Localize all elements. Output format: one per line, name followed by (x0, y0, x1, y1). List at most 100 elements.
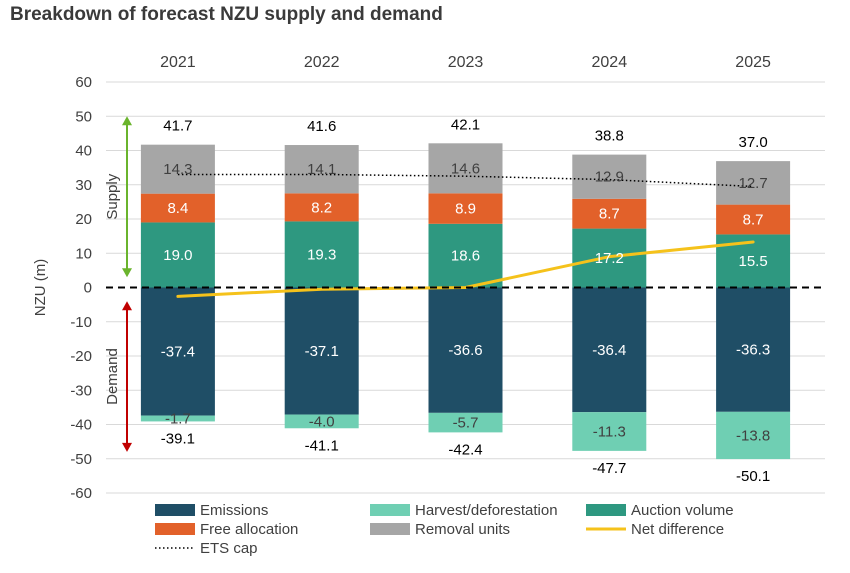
data-label-harvest: -13.8 (736, 427, 770, 444)
data-label-emissions: -36.3 (736, 342, 770, 359)
chart-title: Breakdown of forecast NZU supply and dem… (10, 4, 443, 25)
bar-free (572, 198, 647, 229)
bar-auction (284, 221, 359, 288)
y-tick-label: -50 (70, 451, 92, 468)
data-label-removal: 14.3 (163, 161, 192, 178)
y-tick-label: -30 (70, 382, 92, 399)
bar-harvest (140, 415, 215, 422)
legend-label-net: Net difference (631, 521, 724, 538)
legend: Emissions Harvest/deforestation Auction vo… (155, 502, 734, 557)
legend-swatch-free (155, 523, 195, 535)
y-tick-label: 10 (75, 245, 92, 262)
bar-emissions (140, 287, 215, 416)
supply-total-label: 37.0 (738, 134, 767, 151)
bar-removal (428, 143, 503, 194)
data-label-removal: 12.9 (595, 169, 624, 186)
demand-arrow-head-down (122, 442, 132, 452)
data-label-harvest: -11.3 (593, 424, 626, 441)
axes: 60 50 40 30 20 10 0 -10 -20 -30 -40 -50 -60 2021 2022 2… (32, 54, 825, 502)
y-axis-title: NZU (m) (32, 259, 49, 316)
data-label-auction: 18.6 (451, 248, 480, 265)
supply-arrow-head-down (122, 268, 132, 278)
bars (140, 143, 791, 460)
bar-removal (284, 145, 359, 194)
demand-label: Demand (104, 348, 121, 405)
bar-emissions (716, 287, 791, 412)
data-label-removal: 14.1 (307, 161, 336, 178)
bar-free (428, 193, 503, 224)
demand-total-label: -50.1 (736, 468, 770, 485)
supply-total-label: 38.8 (595, 128, 624, 145)
legend-label-harvest: Harvest/deforestation (415, 502, 558, 519)
bar-harvest (572, 412, 647, 451)
legend-label-emissions: Emissions (200, 502, 268, 519)
bar-free (284, 193, 359, 222)
supply-label: Supply (104, 173, 121, 219)
bar-emissions (428, 287, 503, 413)
bar-removal (572, 154, 647, 199)
data-label-auction: 19.3 (307, 246, 336, 263)
supply-total-label: 42.1 (451, 116, 480, 133)
legend-label-cap: ETS cap (200, 540, 258, 557)
bar-free (716, 204, 791, 235)
y-tick-label: 60 (75, 74, 92, 91)
data-label-removal: 12.7 (738, 175, 767, 192)
y-tick-label: 50 (75, 108, 92, 125)
supply-demand-arrows: Supply Demand (104, 116, 132, 452)
demand-total-label: -39.1 (161, 430, 195, 447)
demand-total-label: -42.4 (448, 441, 482, 458)
legend-swatch-removal (370, 523, 410, 535)
data-labels: 19.0 8.4 14.3 41.7 -37.4 -1.7 -39.1 19.3 8.2 14.1… (161, 116, 770, 485)
bar-emissions (284, 287, 359, 415)
bar-removal (716, 161, 791, 205)
supply-arrow-head-up (122, 116, 132, 126)
y-tick-label: 0 (84, 280, 92, 297)
y-tick-label: -20 (70, 348, 92, 365)
data-label-emissions: -37.4 (161, 344, 195, 361)
data-label-removal: 14.6 (451, 160, 480, 177)
legend-swatch-emissions (155, 504, 195, 516)
bar-harvest (428, 412, 503, 433)
y-tick-label: -40 (70, 417, 92, 434)
data-label-harvest: -5.7 (453, 415, 479, 432)
y-tick-label: -10 (70, 314, 92, 331)
supply-total-label: 41.7 (163, 118, 192, 135)
y-tick-label: 30 (75, 177, 92, 194)
net-difference-line (176, 240, 755, 298)
data-label-auction: 17.2 (595, 250, 624, 267)
data-label-auction: 19.0 (163, 247, 192, 264)
legend-swatch-harvest (370, 504, 410, 516)
legend-label-auction: Auction volume (631, 502, 734, 519)
bar-auction (428, 223, 503, 288)
data-label-emissions: -36.6 (448, 342, 482, 359)
bar-harvest (716, 411, 791, 460)
y-tick-label: 40 (75, 143, 92, 160)
demand-arrow-head-up (122, 301, 132, 311)
data-label-free: 8.9 (455, 201, 476, 218)
data-label-free: 8.7 (599, 206, 620, 223)
x-tick-label: 2021 (160, 54, 196, 71)
data-label-auction: 15.5 (738, 253, 767, 270)
bar-auction (140, 222, 215, 288)
legend-swatch-auction (586, 504, 626, 516)
data-label-emissions: -37.1 (305, 343, 339, 360)
data-label-emissions: -36.4 (592, 342, 626, 359)
x-tick-label: 2024 (592, 54, 628, 71)
demand-total-label: -47.7 (592, 460, 626, 477)
data-label-free: 8.7 (743, 212, 764, 229)
demand-total-label: -41.1 (305, 437, 339, 454)
bar-free (140, 193, 215, 223)
data-label-free: 8.2 (311, 199, 332, 216)
data-label-harvest: -1.7 (165, 411, 191, 428)
y-tick-label: 20 (75, 211, 92, 228)
legend-label-free: Free allocation (200, 521, 298, 538)
bar-harvest (284, 414, 359, 429)
data-label-free: 8.4 (167, 200, 188, 217)
data-label-harvest: -4.0 (309, 413, 335, 430)
supply-total-label: 41.6 (307, 118, 336, 135)
x-tick-label: 2022 (304, 54, 340, 71)
x-tick-label: 2025 (735, 54, 771, 71)
legend-label-removal: Removal units (415, 521, 510, 538)
bar-emissions (572, 287, 647, 413)
